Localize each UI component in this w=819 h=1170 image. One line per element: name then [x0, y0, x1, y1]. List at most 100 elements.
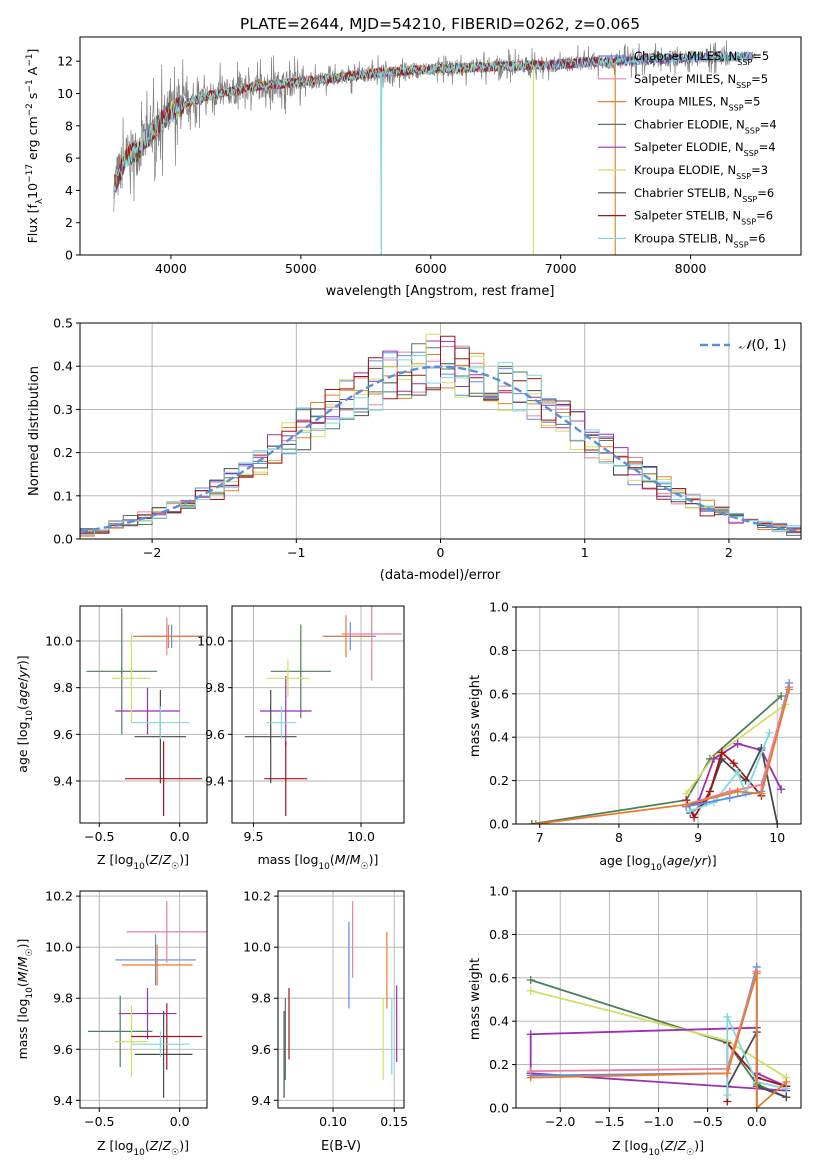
legend-label-chabrier_stelib: Chabrier STELIB, NSSP=6	[634, 186, 774, 204]
weight-marker-kroupa_miles	[752, 969, 761, 978]
x-tick-label: 8	[615, 830, 623, 845]
axes-residuals: −2 −1 0 1 2 0.0 0.1 0.2 0.3 0.4 0.5 𝒩(0, 1) (data-mo…	[27, 316, 802, 583]
figure-title: PLATE=2644, MJD=54210, FIBERID=0262, z=0…	[240, 15, 640, 33]
x-tick-label: 0.0	[747, 1114, 767, 1129]
y-tick-label: 0.5	[53, 316, 73, 331]
weight-line-kroupa_stelib	[726, 1016, 787, 1095]
legend-label-chabrier_miles: Chabrier MILES, NSSP=5	[634, 49, 769, 67]
x-tick-label: 8000	[675, 261, 707, 276]
x-tick-label: −0.5	[692, 1114, 722, 1129]
plot-area-weight_vs_age	[516, 607, 801, 824]
x-tick-label: 9.5	[244, 829, 264, 844]
y-tick-label: 10.0	[45, 940, 73, 955]
y-tick-label: 10.2	[45, 889, 73, 904]
x-tick-label: 0.0	[170, 1114, 190, 1129]
weight-marker-kroupa_miles	[733, 787, 742, 796]
weight-marker-kroupa_miles	[782, 1077, 791, 1086]
weight-marker-salpeter_elodie	[526, 1030, 535, 1039]
weight-marker-salpeter_stelib	[690, 813, 699, 822]
plot-area-weight_vs_Z	[516, 891, 801, 1108]
y-tick-label: 9.6	[205, 727, 225, 742]
x-tick-label: 1	[581, 545, 589, 560]
weight-marker-salpeter_stelib	[729, 759, 738, 768]
weight-marker-chabrier_stelib	[773, 820, 782, 824]
x-tick-label: −0.5	[84, 829, 114, 844]
x-axis-label: Z [log10(Z/Z☉)]	[97, 852, 189, 872]
legend-label-chabrier_elodie: Chabrier ELODIE, NSSP=4	[634, 117, 777, 135]
x-tick-label: 5000	[285, 261, 317, 276]
x-tick-label: 4000	[155, 261, 187, 276]
weight-marker-chabrier_elodie	[526, 975, 535, 984]
weight-marker-kroupa_stelib	[686, 806, 695, 815]
plot-area-age_vs_Z	[80, 606, 207, 823]
x-axis-label: wavelength [Angstrom, rest frame]	[326, 284, 555, 299]
model-spectrum-kroupa_stelib	[113, 50, 754, 255]
x-tick-label: 6000	[415, 261, 447, 276]
axes-mass_vs_Z: −0.5 0.0 9.4 9.6 9.8 10.0 10.2 Z [log10(Z/Z☉)] m…	[15, 889, 208, 1158]
axes-weight_vs_Z: −2.0 −1.5 −1.0 −0.5 0.0 0.0 0.2 0.4 0.6 0.8 1.0 Z […	[468, 884, 802, 1158]
y-tick-label: 0.2	[489, 1057, 509, 1072]
x-axis-label: (data-model)/error	[380, 568, 501, 583]
y-tick-label: 9.6	[53, 1042, 73, 1057]
x-tick-label: −0.5	[84, 1114, 114, 1129]
weight-line-salpeter_miles	[685, 687, 790, 806]
y-tick-label: 9.8	[53, 991, 73, 1006]
weight-marker-kroupa_miles	[531, 820, 540, 824]
weight-marker-chabrier_elodie	[777, 691, 786, 700]
axes-weight_vs_age: 7 8 9 10 0.0 0.2 0.4 0.6 0.8 1.0 age [log10(age/yr…	[468, 600, 802, 873]
weight-marker-kroupa_miles	[682, 800, 691, 809]
legend-label-kroupa_stelib: Kroupa STELIB, NSSP=6	[634, 231, 765, 249]
plot-area-residuals	[80, 323, 801, 539]
x-axis-label: Z [log10(Z/Z☉)]	[97, 1138, 189, 1158]
x-axis-label: mass [log10(M/M☉)]	[258, 852, 379, 872]
x-tick-label: 0.0	[170, 829, 190, 844]
legend-label-normal: 𝒩(0, 1)	[739, 338, 786, 353]
axes-spectrum: 4000 5000 6000 7000 8000 0 2 4 6 8 10 12 Chabrier MI…	[25, 36, 802, 299]
y-tick-label: 9.4	[251, 1093, 271, 1108]
x-tick-label: 0.10	[319, 1114, 347, 1129]
legend-label-salpeter_stelib: Salpeter STELIB, NSSP=6	[634, 209, 773, 227]
x-tick-label: −2	[143, 545, 161, 560]
y-tick-label: 9.4	[53, 1093, 73, 1108]
weight-marker-chabrier_stelib	[782, 1093, 791, 1102]
spectrum-legend: Chabrier MILES, NSSP=5 Salpeter MILES, NS…	[598, 49, 777, 249]
axes-mass_vs_ebv: 0.10 0.15 9.4 9.6 9.8 10.0 10.2 E(B-V)	[243, 889, 408, 1154]
plot-area-mass_vs_Z	[80, 891, 207, 1108]
axes-frame	[515, 606, 802, 825]
x-axis-label: Z [log10(Z/Z☉)]	[612, 1138, 704, 1158]
y-tick-label: 0.6	[489, 970, 509, 985]
y-tick-label: 0.8	[489, 927, 509, 942]
y-tick-label: 9.8	[205, 680, 225, 695]
histogram-salpeter_stelib	[80, 335, 801, 534]
axes-age_vs_mass: 9.5 10.0 9.4 9.6 9.8 10.0 mass [log10(M/M☉)]	[197, 605, 405, 872]
y-tick-label: 0.4	[489, 1014, 509, 1029]
x-tick-label: −2.0	[545, 1114, 575, 1129]
y-tick-label: 9.4	[205, 774, 225, 789]
axes-frame	[79, 36, 802, 256]
x-axis-label: age [log10(age/yr)]	[599, 853, 716, 873]
y-tick-label: 0.0	[53, 532, 73, 547]
y-tick-label: 0.8	[489, 643, 509, 658]
x-tick-label: 2	[725, 545, 733, 560]
axes-frame	[277, 890, 405, 1109]
weight-marker-salpeter_elodie	[733, 739, 742, 748]
y-tick-label: 0.6	[489, 686, 509, 701]
weight-marker-salpeter_stelib	[705, 787, 714, 796]
histogram-kroupa_stelib	[80, 355, 801, 535]
weight-marker-kroupa_miles	[757, 789, 766, 798]
axes-frame	[79, 890, 208, 1109]
y-tick-label: 9.6	[53, 727, 73, 742]
plot-area-mass_vs_ebv	[278, 891, 404, 1108]
y-tick-label: 8	[65, 118, 73, 133]
model-spectrum-salpeter_stelib	[113, 56, 616, 199]
x-axis-label: E(B-V)	[321, 1139, 361, 1154]
legend-label-kroupa_elodie: Kroupa ELODIE, NSSP=3	[634, 163, 768, 181]
y-axis-label: mass weight	[468, 675, 483, 757]
legend-label-kroupa_miles: Kroupa MILES, NSSP=5	[634, 95, 760, 113]
y-axis-label: mass [log10(M/M☉)]	[15, 939, 35, 1060]
y-tick-label: 0	[65, 248, 73, 263]
plot-area-spectrum	[113, 40, 756, 255]
plot-area-age_vs_mass	[232, 606, 404, 823]
y-tick-label: 1.0	[489, 884, 509, 899]
